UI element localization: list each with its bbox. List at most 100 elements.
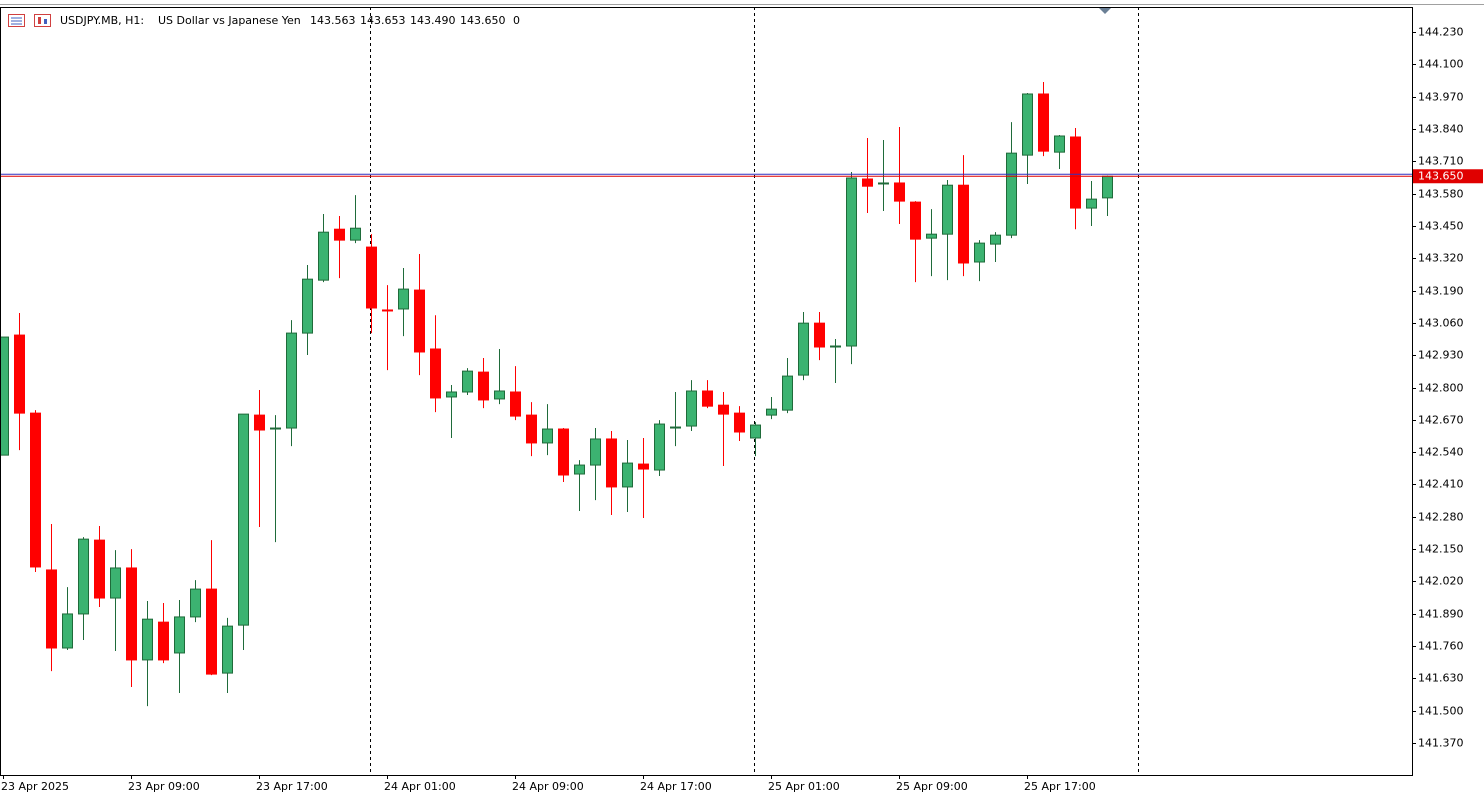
candle-body (238, 413, 249, 626)
candle-body (494, 390, 505, 400)
candle-body (94, 539, 105, 599)
y-tick-label: 143.840 (1418, 123, 1464, 136)
candle-body (174, 616, 185, 654)
candle-body (686, 390, 697, 427)
candle-body (1, 336, 9, 456)
candle-body (526, 414, 537, 444)
candle-body (1086, 198, 1097, 209)
y-tick-label: 143.970 (1418, 91, 1464, 104)
y-tick-label: 143.580 (1418, 188, 1464, 201)
candle-body (670, 426, 681, 429)
price-low: 143.490 (410, 14, 456, 27)
price-close: 143.650 (460, 14, 506, 27)
y-tick-label: 143.320 (1418, 252, 1464, 265)
x-tick-label: 23 Apr 2025 (1, 780, 69, 793)
candle-body (718, 404, 729, 415)
description: US Dollar vs Japanese Yen (158, 14, 301, 27)
candle-body (1070, 136, 1081, 209)
candle-body (606, 438, 617, 488)
plot-area (1, 7, 1412, 775)
y-tick-label: 141.760 (1418, 640, 1464, 653)
y-tick-label: 142.020 (1418, 575, 1464, 588)
candle-body (334, 228, 345, 241)
candle-body (574, 464, 585, 475)
candle-body (366, 246, 377, 309)
candle-body (590, 438, 601, 466)
price-open: 143.563 (310, 14, 356, 27)
y-tick-label: 141.500 (1418, 705, 1464, 718)
candle-body (350, 227, 361, 241)
candle-body (734, 412, 745, 433)
icon-bar (38, 17, 41, 24)
candle-body (542, 428, 553, 444)
candle-body (974, 242, 985, 263)
y-tick-label: 142.150 (1418, 543, 1464, 556)
y-tick-label: 143.710 (1418, 155, 1464, 168)
candle-body (222, 625, 233, 674)
x-tick-label: 25 Apr 17:00 (1024, 780, 1096, 793)
candle-body (478, 371, 489, 401)
symbol: USDJPY.MB, H1: (60, 14, 144, 27)
y-tick-label: 142.410 (1418, 478, 1464, 491)
candle-body (62, 613, 73, 649)
candle-body (750, 424, 761, 439)
candle-body (318, 231, 329, 281)
y-tick-label: 143.450 (1418, 220, 1464, 233)
x-tick-label: 23 Apr 17:00 (256, 780, 328, 793)
candle-body (942, 184, 953, 235)
candle-body (798, 322, 809, 376)
candle-body (926, 233, 937, 239)
y-tick-label: 142.280 (1418, 511, 1464, 524)
candle-body (14, 334, 25, 414)
candle-body (1006, 152, 1017, 236)
y-tick-label: 143.190 (1418, 285, 1464, 298)
candle-body (846, 177, 857, 347)
candle-body (878, 182, 889, 185)
y-tick-label: 142.540 (1418, 446, 1464, 459)
candle-body (782, 375, 793, 411)
candle-body (254, 414, 265, 431)
candle-body (286, 332, 297, 429)
y-tick-label: 141.630 (1418, 672, 1464, 685)
candle-body (910, 201, 921, 240)
candle-body (30, 412, 41, 568)
candle-body (622, 462, 633, 488)
candle-body (1102, 175, 1113, 199)
candle-body (1038, 93, 1049, 152)
candle-body (78, 538, 89, 615)
icon-chart (34, 14, 51, 27)
y-tick-label: 142.930 (1418, 349, 1464, 362)
x-tick-label: 24 Apr 01:00 (384, 780, 456, 793)
x-tick-label: 24 Apr 09:00 (512, 780, 584, 793)
price-high: 143.653 (360, 14, 406, 27)
candle-body (462, 370, 473, 393)
candle-body (1054, 135, 1065, 153)
volume: 0 (513, 14, 520, 27)
candle-body (110, 567, 121, 599)
candle-body (958, 184, 969, 264)
y-tick-label: 144.230 (1418, 26, 1464, 39)
plot-frame (0, 7, 1413, 776)
candle-body (430, 348, 441, 399)
x-tick-label: 25 Apr 09:00 (896, 780, 968, 793)
candle-body (894, 182, 905, 202)
candle-body (46, 569, 57, 649)
shift-marker (1099, 8, 1111, 14)
header: USDJPY.MB, H1: US Dollar vs Japanese Yen… (60, 14, 520, 27)
candle-body (862, 178, 873, 187)
bid-label: 143.650 (1418, 169, 1464, 182)
candle-body (638, 463, 649, 470)
y-tick-label: 141.370 (1418, 737, 1464, 750)
candle-body (654, 423, 665, 471)
candle-body (302, 278, 313, 334)
candle-body (206, 588, 217, 675)
candle-body (398, 288, 409, 310)
candle-body (142, 618, 153, 661)
x-tick-label: 23 Apr 09:00 (128, 780, 200, 793)
candle-body (382, 309, 393, 312)
y-tick-label: 143.060 (1418, 317, 1464, 330)
candle-body (766, 408, 777, 416)
candle-body (830, 345, 841, 348)
